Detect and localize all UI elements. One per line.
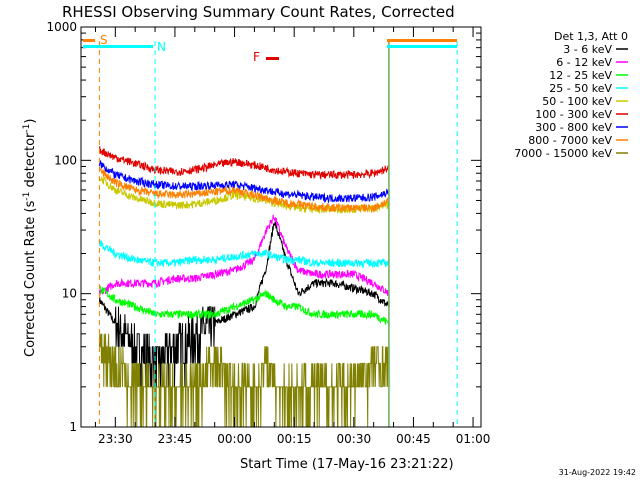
y-tick-label: 10 bbox=[62, 287, 77, 301]
observation-markers: S N F bbox=[83, 33, 457, 64]
legend-label: 50 - 100 keV bbox=[542, 95, 612, 108]
y-tick-label: 1 bbox=[69, 420, 77, 434]
night-marker-label: N bbox=[157, 40, 166, 54]
series-line bbox=[98, 146, 391, 180]
y-axis-label-part2: detector bbox=[23, 132, 38, 192]
x-tick-label: 00:15 bbox=[277, 432, 312, 446]
y-axis-label-part1: Corrected Count Rate (s bbox=[23, 200, 38, 357]
time-markers-layer bbox=[98, 41, 458, 427]
plot-frame bbox=[80, 26, 482, 428]
x-tick-label: 23:30 bbox=[98, 432, 133, 446]
legend-label: 6 - 12 keV bbox=[556, 56, 612, 69]
night-bar-left bbox=[83, 45, 153, 48]
y-axis-label: Corrected Count Rate (s-1 detector-1) bbox=[22, 119, 38, 357]
saa-bar-right bbox=[387, 39, 457, 42]
legend-label: 25 - 50 keV bbox=[549, 82, 612, 95]
series-8 bbox=[98, 333, 391, 428]
x-axis-label: Start Time (17-May-16 23:21:22) bbox=[240, 457, 454, 472]
x-tick-label: 00:45 bbox=[396, 432, 431, 446]
series-line bbox=[99, 285, 391, 327]
series-5 bbox=[98, 146, 391, 180]
legend-label: 3 - 6 keV bbox=[563, 43, 612, 56]
saa-bar-left bbox=[83, 39, 95, 42]
flare-marker-label: F bbox=[253, 50, 260, 64]
generation-timestamp: 31-Aug-2022 19:42 bbox=[559, 468, 636, 477]
y-tick-label: 1000 bbox=[46, 20, 77, 34]
series-line bbox=[98, 239, 391, 269]
plot-data-layer bbox=[98, 146, 391, 428]
legend-label: 800 - 7000 keV bbox=[528, 134, 612, 147]
series-1 bbox=[98, 214, 391, 297]
y-axis-label-sup1: -1 bbox=[22, 192, 32, 201]
series-line bbox=[98, 160, 390, 204]
saa-marker-label: S bbox=[100, 33, 108, 47]
series-line bbox=[98, 166, 391, 214]
x-tick-label: 00:00 bbox=[217, 432, 252, 446]
night-bar-right bbox=[387, 45, 457, 48]
legend-label: 7000 - 15000 keV bbox=[514, 147, 612, 160]
series-line bbox=[98, 214, 391, 297]
y-axis-label-sup2: -1 bbox=[22, 124, 32, 133]
x-tick-label: 01:00 bbox=[456, 432, 491, 446]
x-axis-ticks: 23:30 23:45 00:00 00:15 00:30 00:45 01:00 bbox=[94, 27, 491, 446]
series-2 bbox=[99, 285, 391, 327]
y-axis-ticks: 1 10 100 1000 bbox=[46, 20, 481, 434]
flare-bar bbox=[266, 57, 279, 60]
legend-label: 100 - 300 keV bbox=[535, 108, 612, 121]
series-3 bbox=[98, 239, 391, 269]
series-line bbox=[98, 333, 391, 428]
series-7 bbox=[98, 166, 391, 214]
x-tick-label: 00:30 bbox=[337, 432, 372, 446]
legend-title: Det 1,3, Att 0 bbox=[554, 30, 628, 43]
series-6 bbox=[98, 160, 390, 204]
x-tick-label: 23:45 bbox=[158, 432, 193, 446]
y-axis-label-part3: ) bbox=[23, 119, 38, 124]
legend-label: 300 - 800 keV bbox=[535, 121, 612, 134]
y-tick-label: 100 bbox=[54, 153, 77, 167]
chart-title: RHESSI Observing Summary Count Rates, Co… bbox=[62, 3, 455, 21]
legend-label: 12 - 25 keV bbox=[549, 69, 612, 82]
